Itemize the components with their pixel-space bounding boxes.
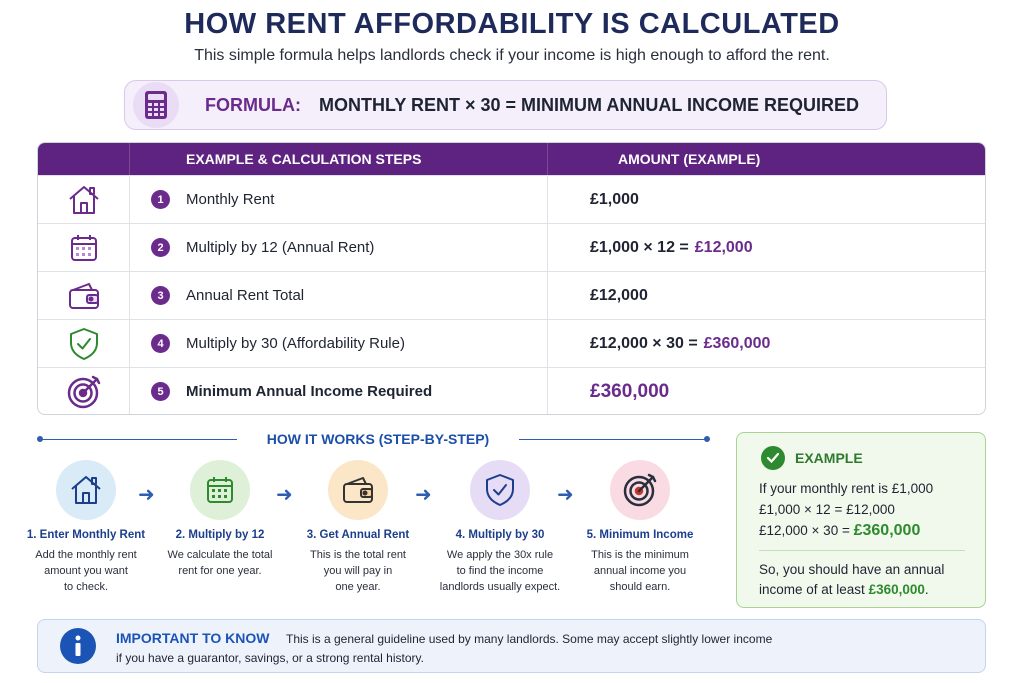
important-text: This is a general guideline used by many… [286,632,773,646]
table-row: 4 Multiply by 30 (Affordability Rule) £12… [38,319,985,367]
calendar-icon [190,460,250,520]
house-icon [68,185,99,214]
how-step-desc: This is the total rent you will pay in one… [310,549,406,593]
important-text: if you have a guarantor, savings, or a s… [116,651,424,665]
step-number: 1 [151,190,170,209]
calculator-icon [133,82,179,128]
example-line: If your monthly rent is £1,000 [759,481,934,496]
how-step-title: 4. Multiply by 30 [455,529,545,541]
how-step-desc: We apply the 30x rule to find the income l… [439,549,561,593]
amount-value: £360,000 [590,380,670,402]
table-row: 2 Multiply by 12 (Annual Rent) £1,000 × 1… [38,223,985,271]
important-note: IMPORTANT TO KNOW This is a general guid… [37,619,986,673]
example-line: income of at least £360,000. [759,582,929,597]
arrow-right-icon: ➜ [557,484,574,506]
amount-value: £1,000 × 12 = [590,238,689,256]
step-label: Multiply by 12 (Annual Rent) [186,239,375,256]
arrow-right-icon: ➜ [415,484,432,506]
step-number: 5 [151,382,170,401]
how-step-desc: Add the monthly rent amount you want to ch… [35,549,137,593]
wallet-icon [68,282,99,309]
example-result: £360,000 [868,582,925,597]
amount-value: £12,000 × 30 = [590,334,698,352]
divider-line [519,439,705,440]
important-title: IMPORTANT TO KNOW [116,630,270,646]
amount-result: £12,000 [694,238,753,256]
arrow-right-icon: ➜ [276,484,293,506]
how-step-title: 1. Enter Monthly Rent [26,529,146,541]
formula-label: FORMULA: [205,94,301,115]
example-box: EXAMPLE If your monthly rent is £1,000 £… [736,432,986,608]
calculation-table: EXAMPLE & CALCULATION STEPS AMOUNT (EXAM… [37,142,986,415]
example-line: So, you should have an annual [759,562,945,577]
shield-check-icon [69,327,98,360]
step-label: Monthly Rent [186,191,275,208]
example-line: £1,000 × 12 = £12,000 [759,502,895,517]
amount-result: £360,000 [703,334,771,352]
divider [759,550,965,551]
page-subtitle: This simple formula helps landlords chec… [194,47,830,64]
header-icon-cell [38,143,130,175]
example-title: EXAMPLE [795,450,863,466]
step-number: 3 [151,286,170,305]
info-icon [60,628,96,664]
divider-dot [37,436,43,442]
amount-value: £1,000 [590,190,639,208]
house-icon [56,460,116,520]
how-step-title: 3. Get Annual Rent [306,529,410,541]
check-icon [761,446,785,470]
header-amount: AMOUNT (EXAMPLE) [618,151,761,167]
divider-line [41,439,237,440]
how-step: 4. Multiply by 30 We apply the 30x rule t… [430,460,570,595]
target-icon [610,460,670,520]
how-step-desc: We calculate the total rent for one year. [167,549,273,577]
example-line: £12,000 × 30 = £360,000 [759,522,921,539]
page-title: HOW RENT AFFORDABILITY IS CALCULATED [184,8,840,40]
how-step: 3. Get Annual Rent This is the total ren… [288,460,428,595]
example-result: £360,000 [853,522,921,539]
step-label: Multiply by 30 (Affordability Rule) [186,335,405,352]
header-steps: EXAMPLE & CALCULATION STEPS [130,143,548,175]
table-header: EXAMPLE & CALCULATION STEPS AMOUNT (EXAM… [38,143,985,175]
how-step-title: 2. Multiply by 12 [175,529,265,541]
table-row: 1 Monthly Rent £1,000 [38,175,985,223]
formula-box: FORMULA: MONTHLY RENT × 30 = MINIMUM ANN… [124,80,887,130]
table-row: 5 Minimum Annual Income Required £360,000 [38,367,985,414]
step-label: Minimum Annual Income Required [186,383,433,400]
how-step-title: 5. Minimum Income [586,529,694,541]
shield-check-icon [470,460,530,520]
how-step: 1. Enter Monthly Rent Add the monthly re… [16,460,156,595]
step-label: Annual Rent Total [186,287,305,304]
how-step-desc: This is the minimum annual income you shou… [591,549,689,593]
wallet-icon [328,460,388,520]
calendar-icon [70,234,97,261]
how-it-works-title: HOW IT WORKS (STEP-BY-STEP) [266,431,490,447]
formula-text: MONTHLY RENT × 30 = MINIMUM ANNUAL INCOM… [318,94,860,115]
step-number: 4 [151,334,170,353]
divider-dot [704,436,710,442]
amount-value: £12,000 [590,286,648,304]
arrow-right-icon: ➜ [138,484,155,506]
table-row: 3 Annual Rent Total £12,000 [38,271,985,319]
target-icon [67,375,100,408]
how-step: 2. Multiply by 12 We calculate the total… [150,460,290,579]
how-step: 5. Minimum Income This is the minimum ann… [570,460,710,595]
step-number: 2 [151,238,170,257]
